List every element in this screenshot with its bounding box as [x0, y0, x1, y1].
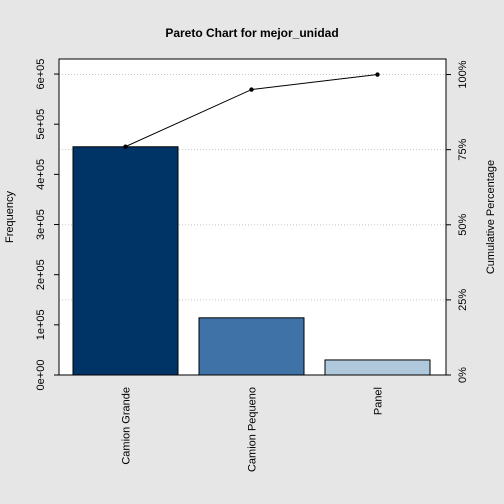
- y-tick-label-1: 1e+05: [35, 309, 47, 340]
- y2-tick-label-0: 0%: [457, 367, 469, 383]
- y-tick-label-2: 2e+05: [35, 259, 47, 290]
- y-tick-label-0: 0e+00: [35, 360, 47, 391]
- bar-0: [72, 146, 179, 376]
- y-tick-label-4: 4e+05: [35, 159, 47, 190]
- x-axis: Camion Grande Camion Pequeno Panel: [121, 387, 385, 472]
- y-tick-label-3: 3e+05: [35, 209, 47, 240]
- y2-tick-label-1: 25%: [457, 289, 469, 311]
- bars: [72, 146, 431, 376]
- cumulative-point-0: [123, 144, 128, 149]
- bar-1: [198, 317, 305, 376]
- cumulative-point-1: [249, 87, 254, 92]
- cumulative-line: [123, 72, 380, 149]
- y2-tick-label-3: 75%: [457, 138, 469, 160]
- y-axis-label: Frequency: [4, 191, 16, 243]
- y-axis-right: 0% 25% 50% 75% 100%: [445, 60, 469, 383]
- cumulative-point-2: [375, 72, 380, 77]
- x-tick-label-0: Camion Grande: [121, 387, 133, 465]
- bar-2: [324, 359, 431, 376]
- y2-axis-label: Cumulative Percentage: [485, 160, 497, 274]
- y-tick-label-6: 6e+05: [35, 59, 47, 90]
- x-tick-label-2: Panel: [373, 387, 385, 415]
- y2-tick-label-4: 100%: [457, 60, 469, 88]
- x-tick-label-1: Camion Pequeno: [247, 387, 259, 472]
- y2-tick-label-2: 50%: [457, 214, 469, 236]
- y-tick-label-5: 5e+05: [35, 109, 47, 140]
- chart-title: Pareto Chart for mejor_unidad: [165, 26, 338, 40]
- y-axis-left: 0e+00 1e+05 2e+05 3e+05 4e+05 5e+05 6e+05: [35, 59, 60, 391]
